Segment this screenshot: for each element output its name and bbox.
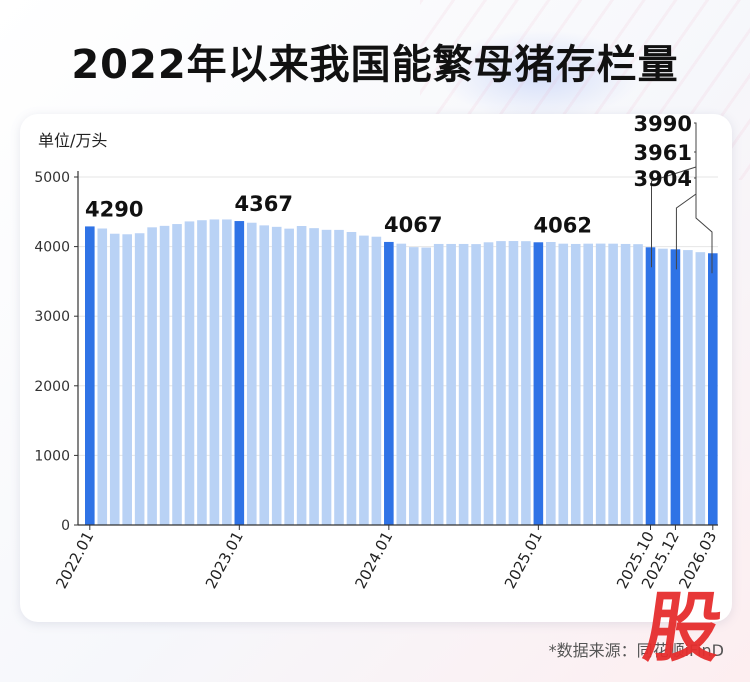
bar <box>446 243 456 525</box>
y-tick-label: 0 <box>61 518 70 534</box>
chart-title: 2022年以来我国能繁母猪存栏量 <box>71 42 679 88</box>
bar <box>483 242 494 526</box>
bar-highlighted <box>384 241 394 525</box>
bar <box>122 234 132 525</box>
data-label: 3961 <box>634 141 692 165</box>
bar <box>408 247 419 525</box>
bar <box>683 250 693 525</box>
bar <box>521 241 531 525</box>
bar <box>296 225 307 525</box>
bar <box>458 243 469 525</box>
bar <box>658 248 668 526</box>
bar <box>396 243 407 525</box>
bar <box>172 224 182 525</box>
y-tick-label: 5000 <box>34 170 70 186</box>
data-label: 4067 <box>384 213 442 237</box>
bar <box>321 229 332 525</box>
bar <box>309 228 319 525</box>
bar <box>496 241 506 525</box>
bar-highlighted <box>85 226 95 525</box>
y-tick-label: 3000 <box>34 309 70 325</box>
bar <box>570 243 581 525</box>
bar <box>558 243 569 525</box>
bar <box>259 225 270 525</box>
data-label: 4367 <box>235 192 293 216</box>
watermark-logo: 股 <box>638 583 728 672</box>
bar <box>695 252 706 525</box>
data-label: 4062 <box>534 213 592 237</box>
bar <box>222 219 232 525</box>
data-source-note: *数据来源：同花顺iFinD <box>548 641 724 660</box>
bar <box>159 225 170 526</box>
bar <box>97 228 108 525</box>
bars <box>85 219 718 526</box>
bar <box>595 243 606 526</box>
bar <box>583 243 593 525</box>
bar-highlighted <box>645 247 656 525</box>
bar <box>421 247 432 525</box>
x-tick-label: 2022.01 <box>52 528 97 591</box>
bar <box>508 241 519 526</box>
x-tick-label: 2025.01 <box>501 528 546 591</box>
bar <box>633 244 643 525</box>
bar-highlighted <box>708 253 718 525</box>
bar <box>271 226 282 525</box>
bar-highlighted <box>670 249 681 526</box>
y-tick-label: 4000 <box>34 240 70 256</box>
bar <box>371 236 382 525</box>
bar <box>359 235 369 525</box>
bar-highlighted <box>533 242 544 526</box>
bar <box>284 228 294 526</box>
bar <box>471 244 481 525</box>
bar <box>608 243 618 525</box>
label-leader-line <box>694 177 713 274</box>
data-label: 3904 <box>634 167 692 191</box>
bar <box>620 243 631 525</box>
bar <box>334 229 344 525</box>
y-tick-label: 2000 <box>34 379 70 395</box>
bar <box>197 220 207 525</box>
bar <box>134 233 145 525</box>
data-label: 3990 <box>634 112 692 136</box>
data-label: 4290 <box>85 197 143 221</box>
x-tick-label: 2024.01 <box>351 528 396 591</box>
bar-highlighted <box>234 221 245 525</box>
bar <box>184 221 195 526</box>
unit-label: 单位/万头 <box>38 131 107 150</box>
y-tick-label: 1000 <box>34 448 70 464</box>
x-tick-label: 2023.01 <box>202 528 247 591</box>
bar <box>546 242 556 525</box>
bar <box>346 231 357 525</box>
bar <box>147 227 157 525</box>
bar <box>433 243 444 525</box>
bar <box>246 222 257 525</box>
bar <box>209 219 220 525</box>
bar <box>109 233 120 525</box>
